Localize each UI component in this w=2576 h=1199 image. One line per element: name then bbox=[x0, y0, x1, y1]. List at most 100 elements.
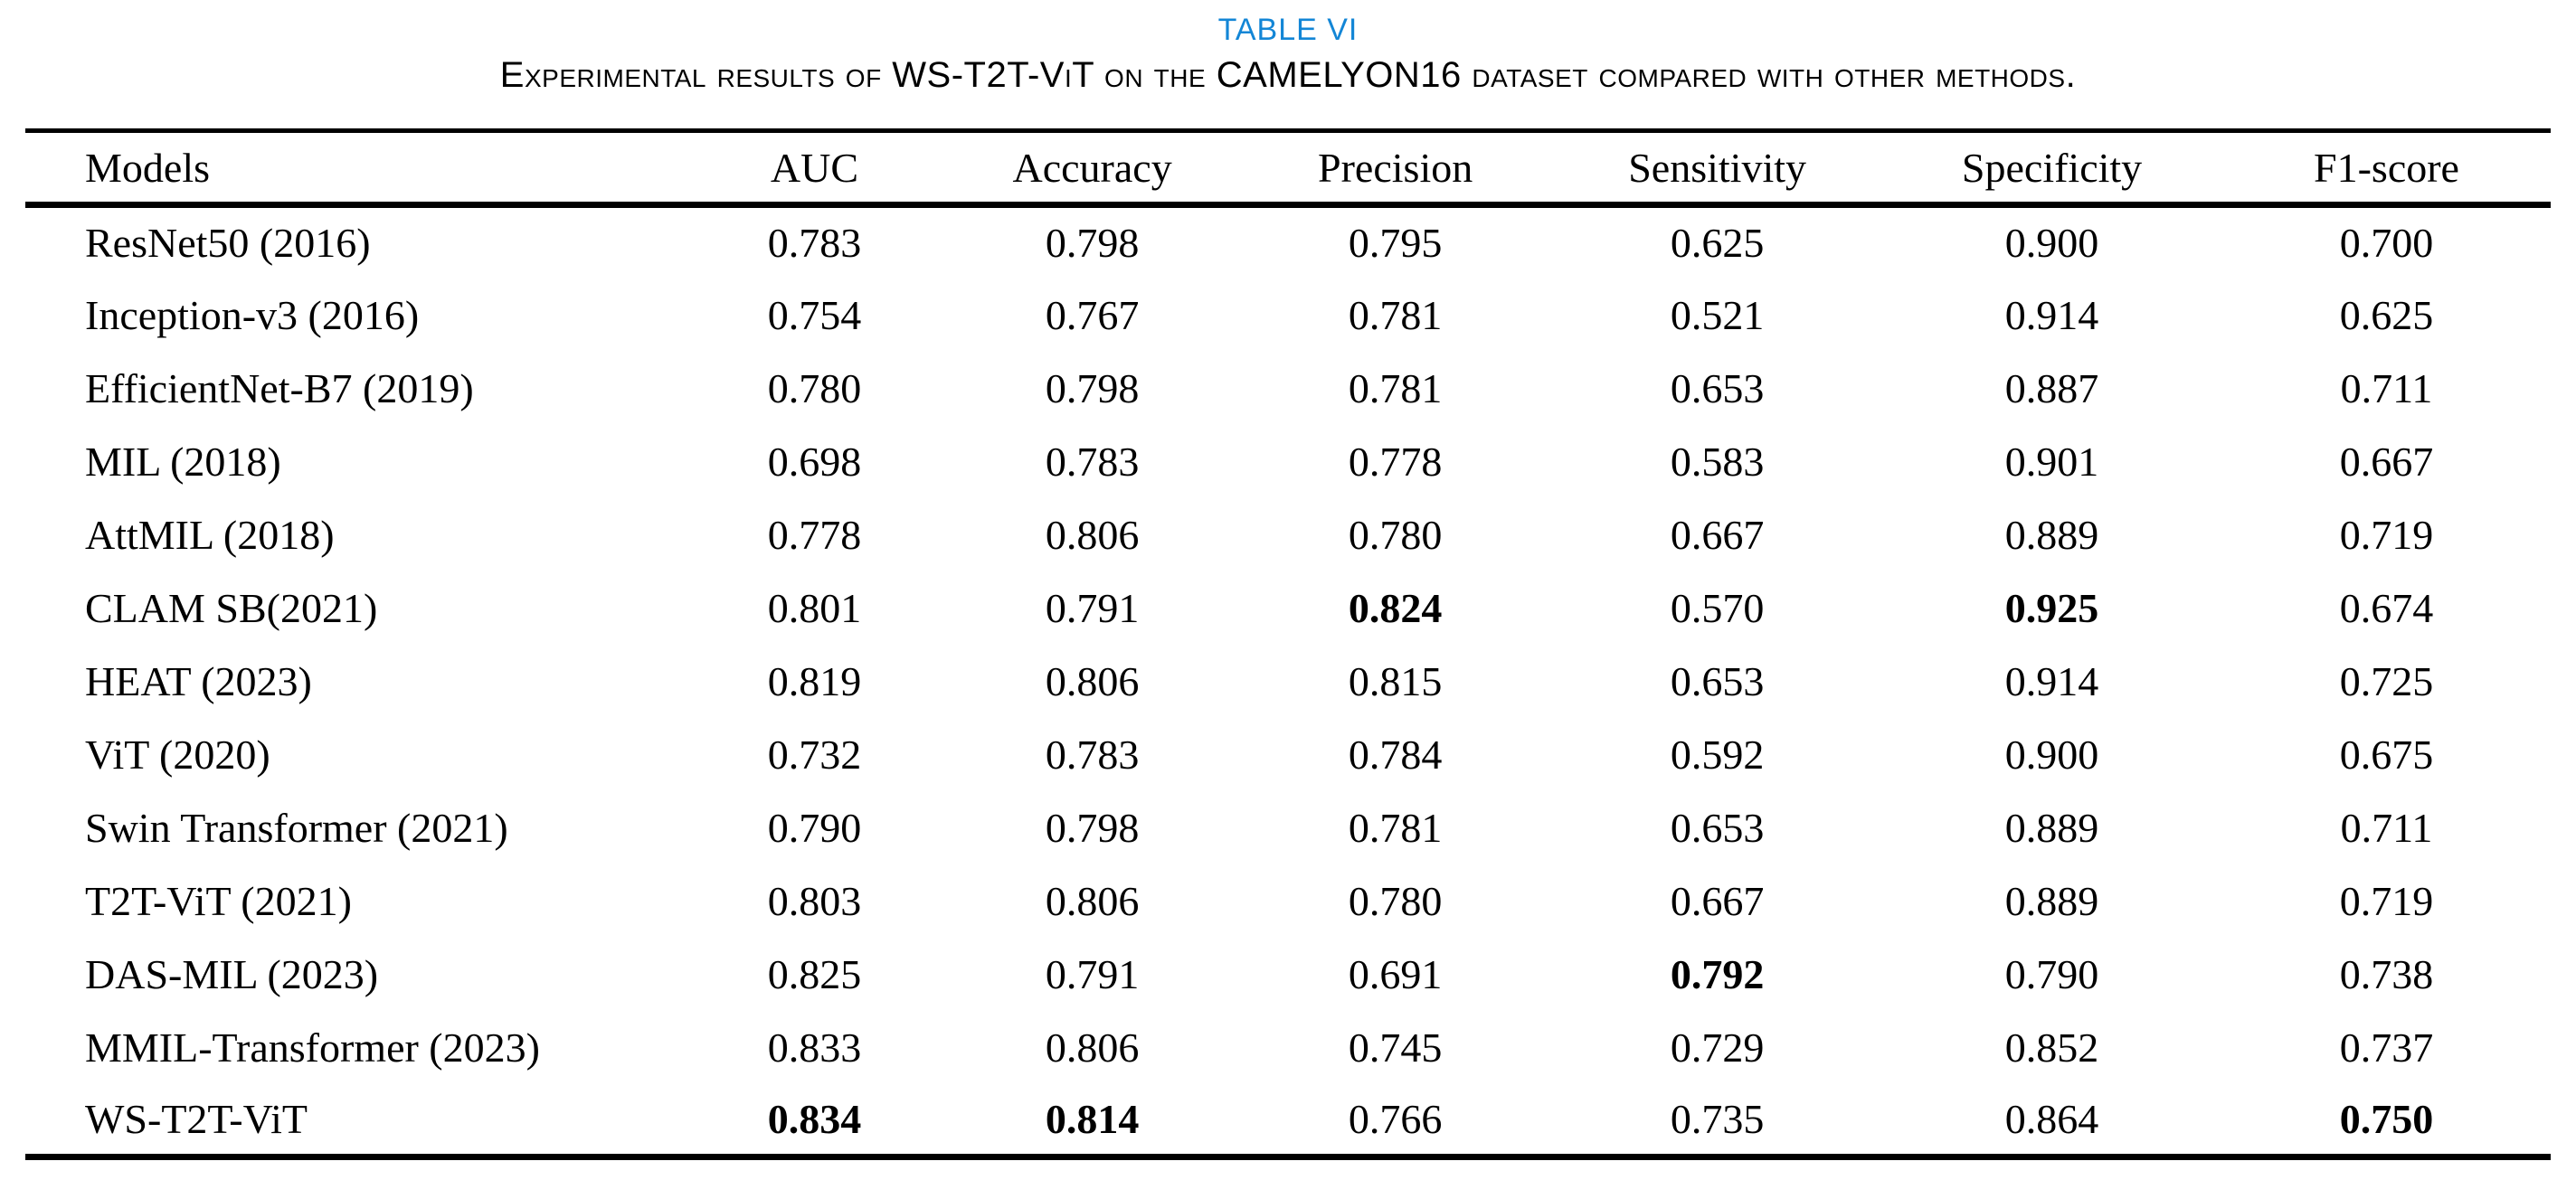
table-row: Swin Transformer (2021) 0.790 0.798 0.781 0.… bbox=[25, 791, 2551, 864]
column-header: AUC bbox=[681, 130, 948, 208]
metric-value-cell: 0.792 bbox=[1670, 950, 1765, 997]
metric-value-cell: 0.887 bbox=[2004, 364, 2099, 411]
metric-value-cell: 0.914 bbox=[2004, 291, 2099, 338]
metric-value-cell: 0.667 bbox=[1670, 511, 1765, 558]
metric-value-cell: 0.784 bbox=[1348, 731, 1443, 778]
model-name-cell: ResNet50 (2016) bbox=[85, 220, 371, 267]
metric-value-cell: 0.719 bbox=[2339, 511, 2434, 558]
metric-value-cell: 0.750 bbox=[2339, 1095, 2434, 1142]
header-row: Models AUC Accuracy Precision Sensitivity Spe… bbox=[25, 130, 2551, 208]
metric-value-cell: 0.767 bbox=[1045, 291, 1140, 338]
table-row: AttMIL (2018) 0.778 0.806 0.780 0.667 0.889 0.… bbox=[25, 498, 2551, 571]
metric-value-cell: 0.806 bbox=[1045, 1024, 1140, 1071]
metric-value-cell: 0.667 bbox=[1670, 877, 1765, 924]
metric-value-cell: 0.798 bbox=[1045, 220, 1140, 267]
metric-value-cell: 0.700 bbox=[2339, 220, 2434, 267]
metric-value-cell: 0.889 bbox=[2004, 804, 2099, 851]
table-caption: Experimental results of WS-T2T-ViT on th… bbox=[499, 55, 2077, 95]
metric-value-cell: 0.900 bbox=[2004, 731, 2099, 778]
metric-value-cell: 0.754 bbox=[767, 291, 862, 338]
table-row: ResNet50 (2016) 0.783 0.798 0.795 0.625 0.900… bbox=[25, 205, 2551, 279]
metric-value-cell: 0.806 bbox=[1045, 511, 1140, 558]
metric-value-cell: 0.798 bbox=[1045, 364, 1140, 411]
metric-value-cell: 0.732 bbox=[767, 731, 862, 778]
metric-value-cell: 0.889 bbox=[2004, 877, 2099, 924]
column-header: Precision bbox=[1237, 130, 1554, 208]
metric-value-cell: 0.719 bbox=[2339, 877, 2434, 924]
column-header: Sensitivity bbox=[1553, 130, 1882, 208]
metric-value-cell: 0.806 bbox=[1045, 657, 1140, 704]
table-row: T2T-ViT (2021) 0.803 0.806 0.780 0.667 0.889 0… bbox=[25, 864, 2551, 938]
metric-value-cell: 0.675 bbox=[2339, 731, 2434, 778]
metric-value-cell: 0.790 bbox=[767, 804, 862, 851]
metric-value-cell: 0.521 bbox=[1670, 291, 1765, 338]
model-name-cell: T2T-ViT (2021) bbox=[85, 877, 352, 924]
metric-value-cell: 0.819 bbox=[767, 657, 862, 704]
metric-value-cell: 0.778 bbox=[1348, 438, 1443, 485]
model-name-cell: AttMIL (2018) bbox=[85, 511, 335, 558]
metric-value-cell: 0.781 bbox=[1348, 364, 1443, 411]
model-name-cell: WS-T2T-ViT bbox=[85, 1095, 308, 1142]
metric-value-cell: 0.795 bbox=[1348, 220, 1443, 267]
table-body: ResNet50 (2016) 0.783 0.798 0.795 0.625 0.900… bbox=[25, 205, 2551, 1157]
metric-value-cell: 0.711 bbox=[2340, 364, 2433, 411]
metric-value-cell: 0.778 bbox=[767, 511, 862, 558]
table-row: EfficientNet-B7 (2019) 0.780 0.798 0.781 0.6… bbox=[25, 352, 2551, 425]
metric-value-cell: 0.583 bbox=[1670, 438, 1765, 485]
table-row: MIL (2018) 0.698 0.783 0.778 0.583 0.901 0.667 bbox=[25, 425, 2551, 498]
metric-value-cell: 0.698 bbox=[767, 438, 862, 485]
model-name-cell: Swin Transformer (2021) bbox=[85, 804, 508, 851]
model-name-cell: Inception-v3 (2016) bbox=[85, 291, 420, 338]
metric-value-cell: 0.791 bbox=[1045, 950, 1140, 997]
metric-value-cell: 0.864 bbox=[2004, 1095, 2099, 1142]
table-row: ViT (2020) 0.732 0.783 0.784 0.592 0.900 0.675 bbox=[25, 718, 2551, 791]
metric-value-cell: 0.825 bbox=[767, 950, 862, 997]
metric-value-cell: 0.625 bbox=[1670, 220, 1765, 267]
table-row: HEAT (2023) 0.819 0.806 0.815 0.653 0.914 0.72… bbox=[25, 645, 2551, 718]
metric-value-cell: 0.592 bbox=[1670, 731, 1765, 778]
metric-value-cell: 0.914 bbox=[2004, 657, 2099, 704]
metric-value-cell: 0.745 bbox=[1348, 1024, 1443, 1071]
model-name-cell: CLAM SB(2021) bbox=[85, 584, 378, 631]
metric-value-cell: 0.780 bbox=[1348, 511, 1443, 558]
column-header: F1-score bbox=[2222, 130, 2551, 208]
metric-value-cell: 0.725 bbox=[2339, 657, 2434, 704]
metric-value-cell: 0.653 bbox=[1670, 804, 1765, 851]
paper-table-figure: TABLE VI Experimental results of WS-T2T-… bbox=[25, 13, 2551, 1160]
column-header: Specificity bbox=[1881, 130, 2222, 208]
model-name-cell: DAS-MIL (2023) bbox=[85, 950, 379, 997]
table-row: CLAM SB(2021) 0.801 0.791 0.824 0.570 0.925 0.… bbox=[25, 571, 2551, 645]
model-name-cell: HEAT (2023) bbox=[85, 657, 312, 704]
metric-value-cell: 0.780 bbox=[1348, 877, 1443, 924]
model-name-cell: EfficientNet-B7 (2019) bbox=[85, 364, 474, 411]
model-name-cell: ViT (2020) bbox=[85, 731, 270, 778]
table-row: MMIL-Transformer (2023) 0.833 0.806 0.745 0.… bbox=[25, 1011, 2551, 1084]
metric-value-cell: 0.783 bbox=[1045, 438, 1140, 485]
metric-value-cell: 0.781 bbox=[1348, 291, 1443, 338]
metric-value-cell: 0.814 bbox=[1045, 1095, 1140, 1142]
metric-value-cell: 0.729 bbox=[1670, 1024, 1765, 1071]
column-header-models: Models bbox=[25, 130, 682, 208]
metric-value-cell: 0.780 bbox=[767, 364, 862, 411]
metric-value-cell: 0.803 bbox=[767, 877, 862, 924]
column-header: Accuracy bbox=[947, 130, 1238, 208]
metric-value-cell: 0.783 bbox=[1045, 731, 1140, 778]
metric-value-cell: 0.798 bbox=[1045, 804, 1140, 851]
metric-value-cell: 0.791 bbox=[1045, 584, 1140, 631]
table-row: DAS-MIL (2023) 0.825 0.791 0.691 0.792 0.790 0… bbox=[25, 938, 2551, 1011]
metric-value-cell: 0.815 bbox=[1348, 657, 1443, 704]
metric-value-cell: 0.691 bbox=[1348, 950, 1443, 997]
metric-value-cell: 0.889 bbox=[2004, 511, 2099, 558]
metric-value-cell: 0.900 bbox=[2004, 220, 2099, 267]
metric-value-cell: 0.806 bbox=[1045, 877, 1140, 924]
metric-value-cell: 0.824 bbox=[1348, 584, 1443, 631]
table-label: TABLE VI bbox=[1217, 13, 1359, 47]
metric-value-cell: 0.783 bbox=[767, 220, 862, 267]
metric-value-cell: 0.711 bbox=[2340, 804, 2433, 851]
metric-value-cell: 0.735 bbox=[1670, 1095, 1765, 1142]
metric-value-cell: 0.570 bbox=[1670, 584, 1765, 631]
metric-value-cell: 0.901 bbox=[2004, 438, 2099, 485]
table-row: WS-T2T-ViT 0.834 0.814 0.766 0.735 0.864 0.750 bbox=[25, 1084, 2551, 1157]
results-table: Models AUC Accuracy Precision Sensitivity Spe… bbox=[25, 128, 2551, 1160]
metric-value-cell: 0.653 bbox=[1670, 364, 1765, 411]
